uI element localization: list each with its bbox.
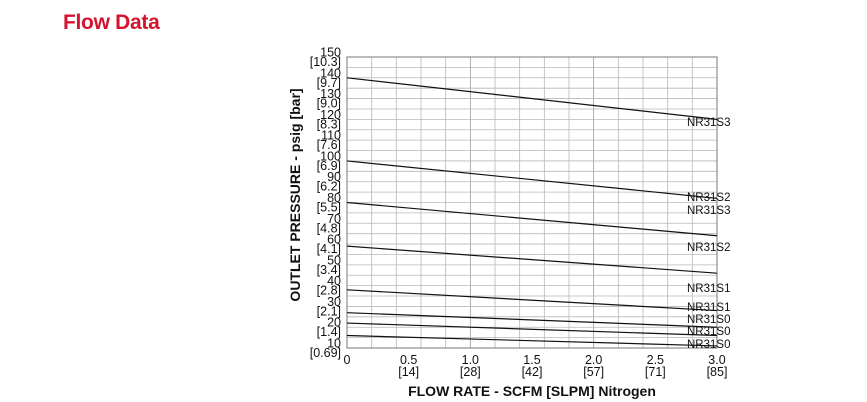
y-tick-sublabel: [0.69] — [310, 346, 341, 360]
y-tick-label: 20 — [327, 316, 341, 330]
series-line — [346, 245, 718, 274]
y-tick-label: 130 — [320, 87, 341, 101]
x-tick-labels: 0 0.5[14] 1.0[28] 1.5[42] 2.0[57] 2.5[71] 3.0[… — [344, 353, 728, 379]
x-tick-sublabel: [28] — [460, 365, 481, 379]
series-end-label: NR31S3 — [687, 117, 730, 129]
y-tick-sublabel: [7.6] — [317, 138, 341, 152]
y-tick-label: 60 — [327, 233, 341, 247]
y-tick-sublabel: [8.3] — [317, 117, 341, 131]
x-tick-sublabel: [42] — [522, 365, 543, 379]
y-tick-sublabel: [2.1] — [317, 304, 341, 318]
y-tick-label: 30 — [327, 295, 341, 309]
chart-series-labels: NR31S3NR31S2NR31S3NR31S2NR31S1NR31S1NR31… — [687, 117, 730, 351]
series-line — [346, 312, 718, 328]
y-tick-label: 70 — [327, 212, 341, 226]
y-tick-sublabel: [9.0] — [317, 97, 341, 111]
x-axis-title: FLOW RATE - SCFM [SLPM] Nitrogen — [408, 383, 656, 399]
series-line — [346, 289, 718, 312]
y-tick-sublabel: [6.2] — [317, 180, 341, 194]
series-end-label: NR31S0 — [687, 326, 730, 338]
y-tick-sublabel: [3.4] — [317, 263, 341, 277]
y-tick-label: 140 — [320, 66, 341, 80]
series-end-label: NR31S1 — [687, 302, 730, 314]
series-end-label: NR31S1 — [687, 283, 730, 295]
x-tick-sublabel: [85] — [707, 365, 728, 379]
x-tick-sublabel: [14] — [398, 365, 419, 379]
y-tick-label: 100 — [320, 149, 341, 163]
y-tick-label: 80 — [327, 191, 341, 205]
series-end-label: NR31S3 — [687, 205, 730, 217]
y-tick-label: 110 — [321, 129, 341, 143]
y-tick-sublabel: [5.5] — [317, 201, 341, 215]
x-tick-label: 1.0 — [462, 353, 479, 367]
x-tick-sublabel: [71] — [645, 365, 666, 379]
x-tick-label: 2.0 — [585, 353, 602, 367]
y-tick-sublabel: [2.8] — [317, 284, 341, 298]
y-tick-label: 50 — [327, 253, 341, 267]
section-title: Flow Data — [63, 11, 160, 34]
x-tick-label: 0 — [344, 353, 351, 367]
y-tick-label: 40 — [327, 274, 341, 288]
series-line — [346, 160, 718, 199]
chart-series-lines — [346, 77, 718, 347]
y-tick-label: 120 — [320, 108, 341, 122]
y-tick-sublabel: [6.9] — [317, 159, 341, 173]
y-tick-labels: 150[10.3]140[9.7]130[9.0]120[8.3]110[7.6… — [310, 46, 341, 361]
y-tick-label: 10 — [327, 337, 341, 351]
y-tick-sublabel: [4.1] — [317, 242, 341, 256]
y-tick-label: 150 — [320, 46, 341, 60]
series-line — [346, 201, 718, 237]
series-line — [346, 77, 718, 120]
series-end-label: NR31S2 — [687, 242, 730, 254]
series-end-label: NR31S0 — [687, 339, 730, 351]
y-tick-label: 90 — [327, 170, 341, 184]
y-axis-title: OUTLET PRESSURE - psig [bar] — [287, 88, 303, 301]
x-tick-label: 1.5 — [523, 353, 540, 367]
y-tick-sublabel: [1.4] — [317, 325, 341, 339]
x-tick-label: 2.5 — [647, 353, 664, 367]
x-tick-sublabel: [57] — [583, 365, 604, 379]
x-tick-label: 3.0 — [708, 353, 725, 367]
series-line — [346, 322, 718, 337]
chart-grid — [346, 56, 718, 349]
x-tick-label: 0.5 — [400, 353, 417, 367]
y-tick-sublabel: [4.8] — [317, 221, 341, 235]
series-end-label: NR31S2 — [687, 192, 730, 204]
series-end-label: NR31S0 — [687, 314, 730, 326]
y-tick-sublabel: [9.7] — [317, 76, 341, 90]
series-line — [346, 334, 718, 347]
y-tick-sublabel: [10.3] — [310, 55, 341, 69]
